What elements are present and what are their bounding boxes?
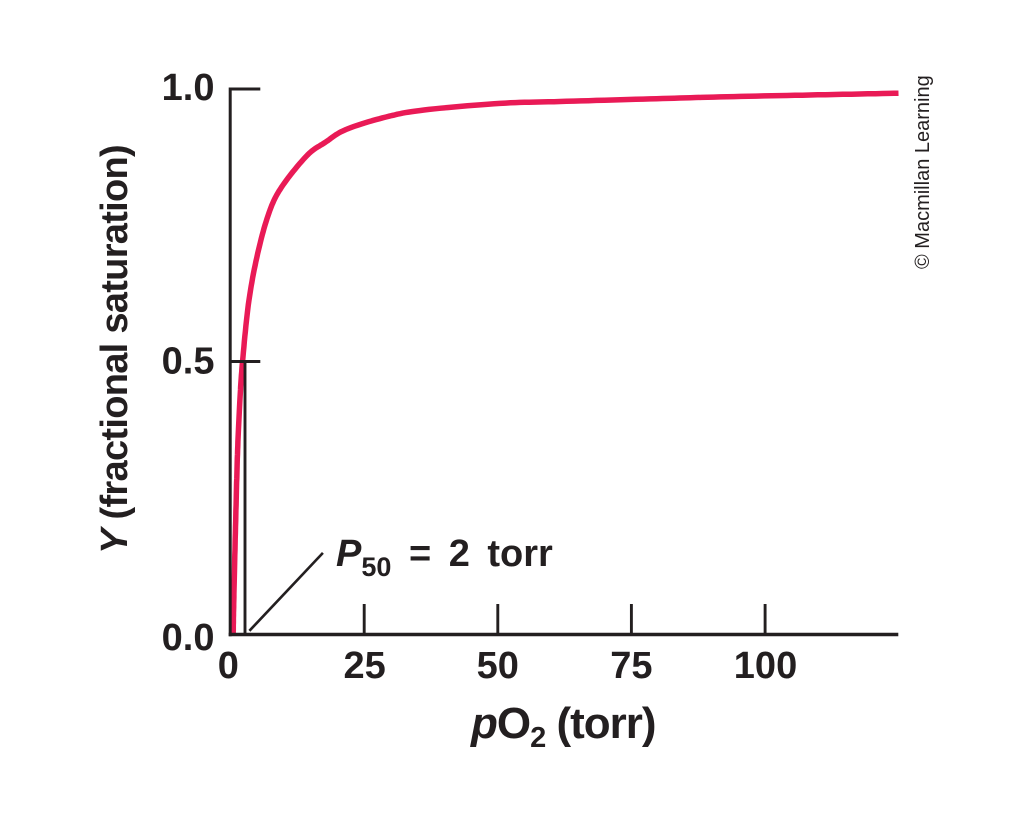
svg-text:P50 = 2 torr: P50 = 2 torr [336, 533, 553, 582]
svg-text:100: 100 [734, 645, 797, 687]
svg-text:25: 25 [344, 645, 386, 687]
svg-text:0.5: 0.5 [162, 341, 215, 383]
svg-text:1.0: 1.0 [162, 67, 215, 109]
svg-text:Y (fractional saturation): Y (fractional saturation) [94, 145, 136, 554]
svg-text:50: 50 [477, 645, 519, 687]
svg-text:0.0: 0.0 [162, 617, 215, 659]
svg-text:0: 0 [218, 645, 239, 687]
svg-text:75: 75 [610, 645, 652, 687]
svg-text:pO2 (torr): pO2 (torr) [470, 699, 656, 754]
svg-text:© Macmillan Learning: © Macmillan Learning [912, 75, 934, 269]
